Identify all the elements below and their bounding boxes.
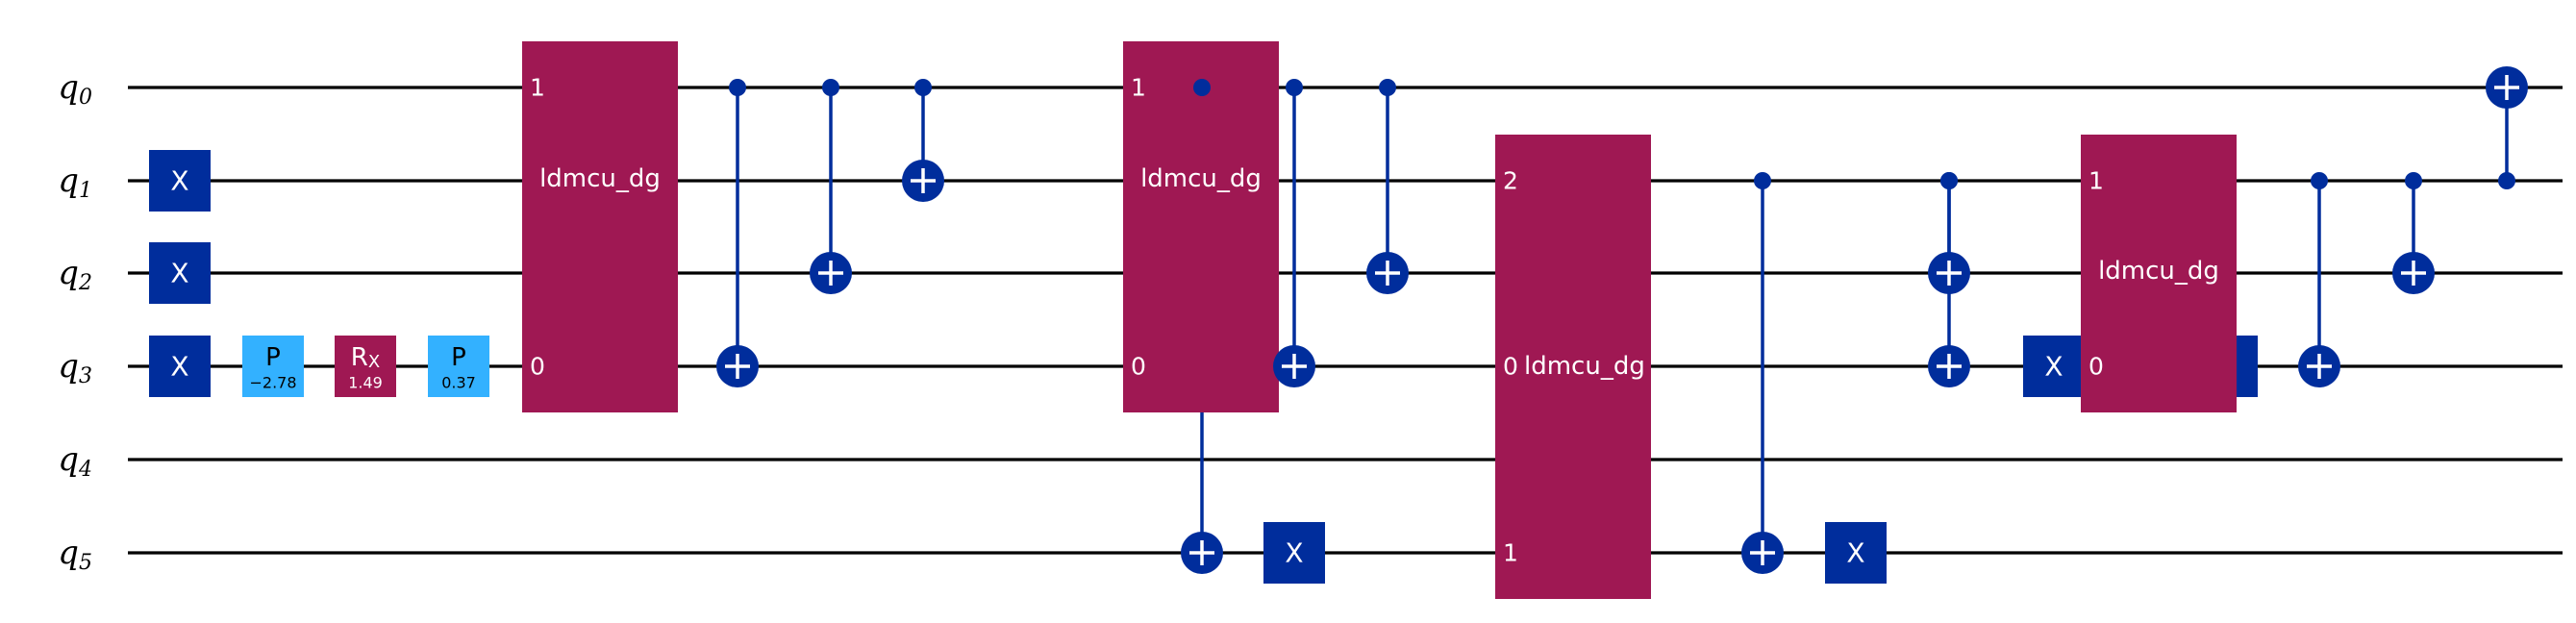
gate-box [1825,522,1887,584]
port-label: 1 [1503,539,1518,567]
qubit-label-q5: q5 [58,534,92,575]
port-label: 0 [1503,353,1518,381]
port-label: 0 [530,353,545,381]
gate-box [428,336,489,397]
cnot-gate-10 [2392,172,2435,294]
port-label: 0 [2088,353,2104,381]
custom-gate-box [1123,41,1279,412]
gate-p-5: P 0.37 [428,336,489,397]
cnot-gate-2 [902,79,944,202]
ldmcu-dg-box-3: 1 0 ldmcu_dg [2081,135,2237,412]
gate-label: P [265,343,281,372]
cnot-gate-5 [1366,79,1409,294]
control-dot [914,79,932,96]
cnot-gate-6 [1741,172,1784,574]
ldmcu-dg-box-1: 1 0 ldmcu_dg [1123,41,1279,412]
control-dot [2311,172,2328,189]
gate-param: −2.78 [249,374,296,392]
gate-x-1: X [149,242,211,304]
gate-box [2023,336,2085,397]
port-label: 1 [530,74,545,102]
cnot-gate-8 [1928,172,1970,294]
custom-gate-name: ldmcu_dg [1140,164,1262,193]
custom-gate-box [522,41,678,412]
gate-label: X [170,258,188,289]
cnot-gate-1 [810,79,852,294]
qubit-label-q2: q2 [58,254,92,295]
port-label: 1 [1131,74,1146,102]
cnot-gate-0 [716,79,759,387]
qubit-label-q4: q4 [58,440,92,482]
gate-label: X [170,351,188,383]
gate-x-2: X [149,336,211,397]
custom-gate-name: ldmcu_dg [2098,257,2219,286]
gate-label: X [170,165,188,197]
cnot-gate-11 [2486,66,2528,189]
custom-gate-name: ldmcu_dg [1524,352,1645,381]
cnot-gate-9 [2298,172,2340,387]
gate-label: X [1846,537,1864,569]
gate-p-3: P −2.78 [242,336,304,397]
port-label: 0 [1131,353,1146,381]
custom-gate-box [2081,135,2237,412]
ldmcu-dg-box-2: 2 0 1 ldmcu_dg [1495,135,1651,599]
gate-x-7: X [1825,522,1887,584]
gate-box [149,242,211,304]
port-label: 1 [2088,167,2104,195]
gate-rx-4: RX 1.49 [335,336,396,397]
gate-box [335,336,396,397]
control-dot [2405,172,2422,189]
control-dot [1940,172,1958,189]
gate-x-8: X [2023,336,2085,397]
gate-param: 0.37 [441,374,476,392]
control-dot [1193,79,1211,96]
control-dot [822,79,839,96]
control-dot [729,79,746,96]
control-dot [2498,172,2515,189]
gate-label: X [1285,537,1303,569]
control-dot [1754,172,1771,189]
gate-box [149,336,211,397]
gate-param: 1.49 [348,374,383,392]
gate-box [149,150,211,212]
custom-gate-name: ldmcu_dg [539,164,661,193]
gate-x-0: X [149,150,211,212]
cnot-gate-4 [1273,79,1315,387]
qubit-labels: q0 q1 q2 q3 q4 q5 [58,68,92,575]
qubit-label-q0: q0 [58,68,92,110]
control-dot [1379,79,1396,96]
custom-gate-box [1495,135,1651,599]
gate-box [1263,522,1325,584]
gate-label: RX [351,343,380,372]
qubit-label-q3: q3 [58,347,92,388]
ldmcu-dg-box-0: 1 0 ldmcu_dg [522,41,678,412]
gate-x-6: X [1263,522,1325,584]
gate-box [242,336,304,397]
gate-label: X [2044,351,2063,383]
port-label: 2 [1503,167,1518,195]
cnot-gate-3 [1181,79,1223,574]
gate-label: P [451,343,466,372]
qubit-label-q1: q1 [58,162,92,203]
control-dot [1286,79,1303,96]
gate-elements: XXXP−2.78RX1.49P0.37XXXX10ldmcu_dg10ldmc… [149,41,2528,599]
